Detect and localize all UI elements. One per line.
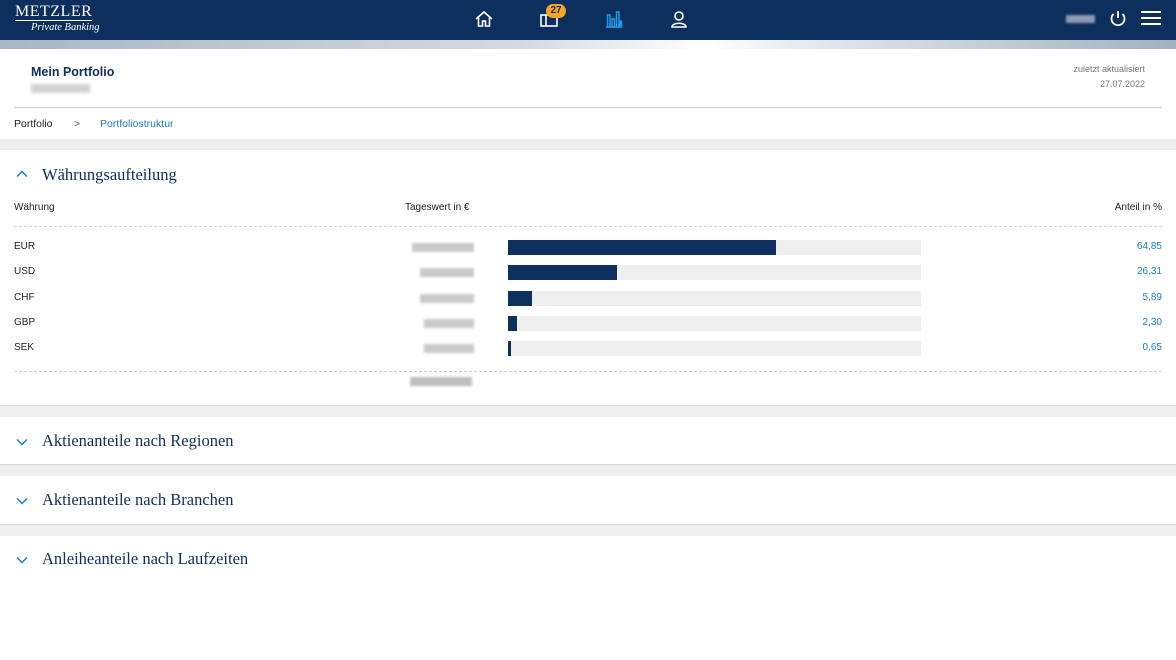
username-redacted [1066,15,1095,23]
section-title-laufzeiten[interactable]: Anleiheanteile nach Laufzeiten [42,549,249,568]
column-header-value: Tageswert in € [405,202,470,213]
currency-code-sek: SEK [14,342,35,353]
section-title-waehrungsaufteilung[interactable]: Währungsaufteilung [42,165,177,184]
share-bar-chf [508,291,533,306]
last-updated-date: 27.07.2022 [1099,79,1145,89]
share-bar-track [508,316,921,331]
top-navigation-bar: METZLER Private Banking 27 [0,0,1176,40]
section-title-regionen[interactable]: Aktienanteile nach Regionen [42,431,234,450]
currency-code-gbp: GBP [14,317,36,328]
share-bar-usd [508,265,617,280]
currency-code-usd: USD [14,266,36,277]
total-value-redacted [410,377,472,386]
last-updated-label: zuletzt aktualisiert [1073,64,1145,74]
table-divider [14,226,1162,227]
currency-code-chf: CHF [14,292,35,303]
home-icon[interactable] [473,8,495,30]
share-bar-eur [508,240,776,255]
breadcrumb-separator: > [74,118,81,130]
share-percent-sek: 0,65 [1142,342,1162,353]
brand-name: METZLER [15,3,93,21]
column-header-share: Anteil in % [1114,202,1162,213]
breadcrumb-portfoliostruktur[interactable]: Portfoliostruktur [100,118,174,130]
metzler-logo[interactable]: METZLER Private Banking [15,3,100,34]
column-header-currency: Währung [14,202,55,213]
share-bar-gbp [508,316,518,331]
chevron-down-icon[interactable] [15,553,29,567]
share-bar-track [508,240,921,255]
daily-value-redacted [420,268,474,277]
share-percent-chf: 5,89 [1142,292,1162,303]
breadcrumb-portfolio[interactable]: Portfolio [14,118,53,130]
divider [14,107,1162,108]
share-percent-gbp: 2,30 [1142,317,1162,328]
bar-chart-icon[interactable] [603,8,625,30]
section-gap [0,405,1176,417]
chevron-down-icon[interactable] [15,435,29,449]
daily-value-redacted [412,243,474,252]
section-title-branchen[interactable]: Aktienanteile nach Branchen [42,490,234,509]
currency-code-eur: EUR [14,241,36,252]
share-bar-track [508,265,921,280]
daily-value-redacted [424,344,474,353]
share-bar-sek [508,341,511,356]
table-divider [14,371,1162,372]
chevron-up-icon[interactable] [15,167,29,181]
share-percent-eur: 64,85 [1136,241,1162,252]
share-percent-usd: 26,31 [1136,266,1162,277]
chevron-down-icon[interactable] [15,494,29,508]
page-title: Mein Portfolio [31,65,115,79]
daily-value-redacted [420,294,474,303]
section-gap [0,139,1176,150]
brand-subtitle: Private Banking [31,22,100,33]
power-icon[interactable] [1108,9,1128,29]
notification-badge[interactable]: 27 [546,4,566,18]
user-icon[interactable] [668,8,690,30]
share-bar-track [508,291,921,306]
hamburger-menu-icon[interactable] [1141,11,1161,27]
header-gradient-band [0,40,1176,49]
section-gap [0,524,1176,536]
portfolio-number-redacted [31,84,90,93]
share-bar-track [508,341,921,356]
daily-value-redacted [424,319,474,328]
section-gap [0,464,1176,476]
